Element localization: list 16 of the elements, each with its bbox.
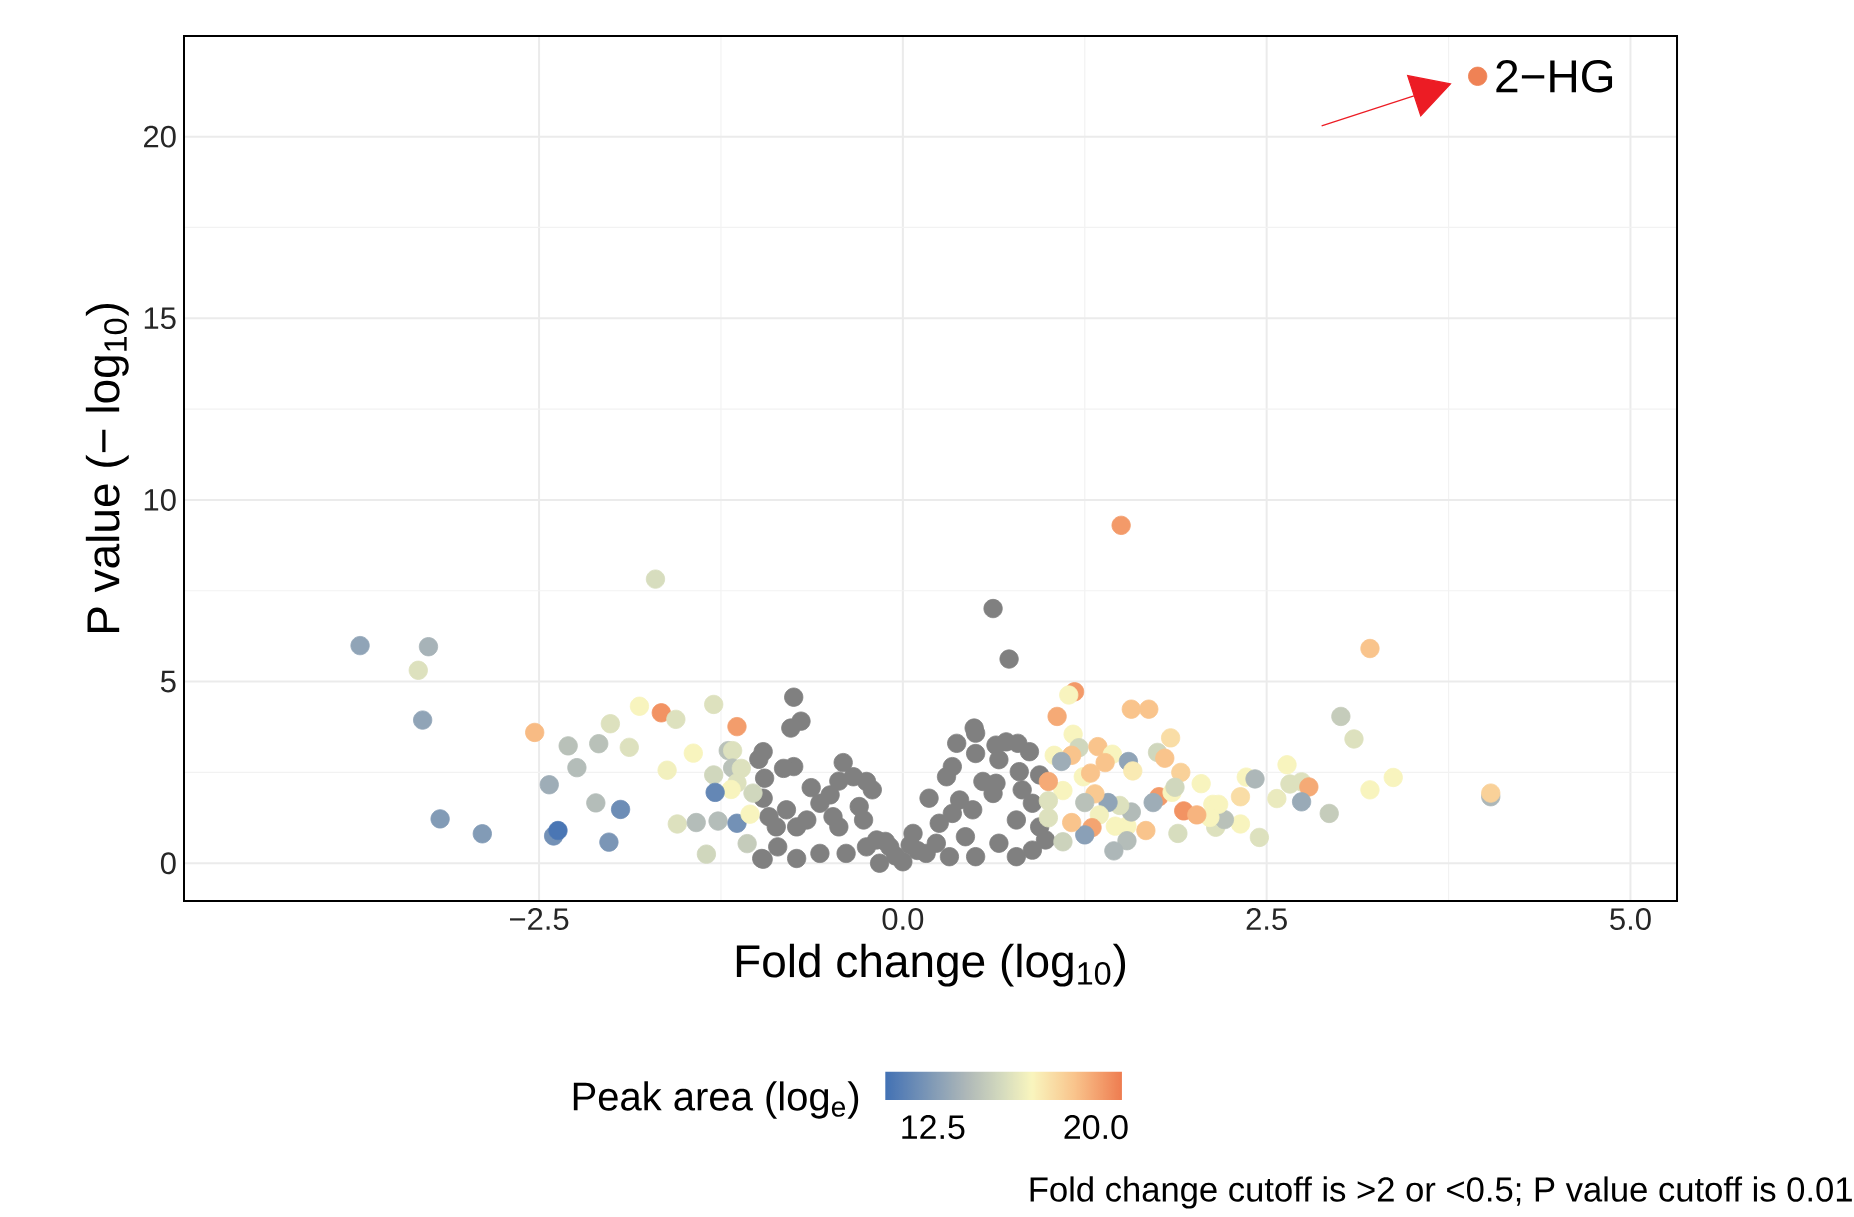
color-bar-label: 12.5 xyxy=(902,1115,965,1140)
x-tick-label: 0.0 xyxy=(882,908,924,931)
annotation: 2−HG xyxy=(1496,60,1613,93)
y-tick-label: 5 xyxy=(160,670,176,693)
color-bar-title: Peak area (log$_{e}$) xyxy=(573,1081,859,1119)
y-tick-label: 0 xyxy=(160,852,176,875)
y-axis-title: P value (− log$_{10}$) xyxy=(85,303,129,633)
x-axis-title: Fold change (log$_{10}$) xyxy=(736,943,1126,987)
text: Fold change cutoff is >2 or <0.5; P value cutoff is 0.01 xyxy=(1030,1176,1852,1209)
y-tick-label: 15 xyxy=(144,307,176,330)
y-tick-label: 20 xyxy=(144,125,176,148)
x-tick-label: −2.5 xyxy=(510,908,569,931)
color-bar-label: 20.0 xyxy=(1064,1115,1128,1140)
x-tick-label: 2.5 xyxy=(1246,908,1287,931)
x-tick-label: 5.0 xyxy=(1610,908,1651,931)
y-tick-label: 10 xyxy=(144,488,176,511)
